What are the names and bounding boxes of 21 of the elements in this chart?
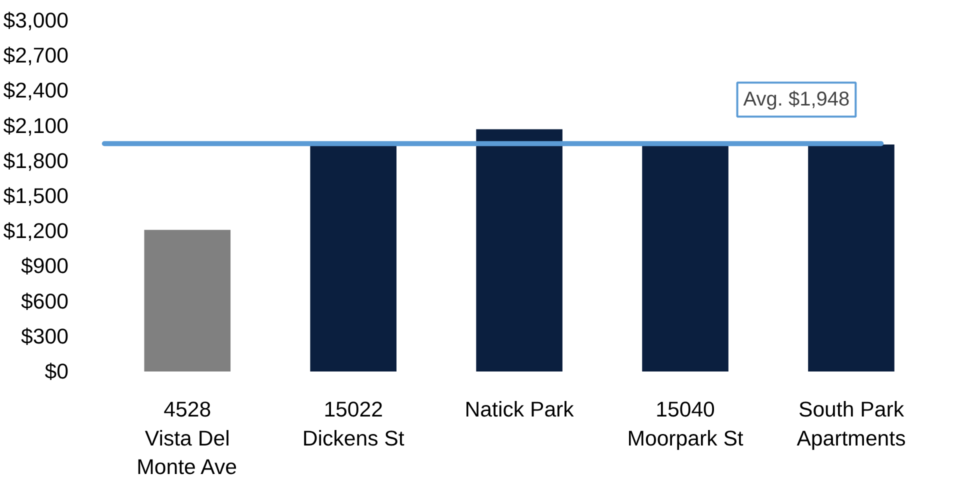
y-tick-label: $1,800 [3,148,69,173]
x-tick-label: 15040 Moorpark St [627,398,744,450]
y-tick-label: $300 [21,324,69,348]
x-tick-label: South Park Apartments [796,398,906,450]
bar [144,230,231,372]
bar [476,129,562,372]
y-tick-label: $600 [21,289,69,314]
y-tick-label: $0 [44,360,69,384]
y-tick-label: $1,500 [3,184,69,208]
x-tick-label: 4528 Vista Del Monte Ave [136,398,237,480]
y-tick-label: $1,200 [3,219,69,244]
bar [808,144,894,372]
y-tick-label: $2,400 [3,78,69,103]
bar [642,146,728,372]
ref-line-label: Avg. $1,948 [743,88,850,111]
x-tick-label: Natick Park [464,398,574,422]
y-tick-label: $3,000 [3,8,69,32]
x-tick-label: 15022 Dickens St [302,398,404,450]
y-tick-label: $2,700 [3,44,69,68]
y-tick-label: $900 [21,254,69,278]
y-tick-label: $2,100 [3,114,69,138]
